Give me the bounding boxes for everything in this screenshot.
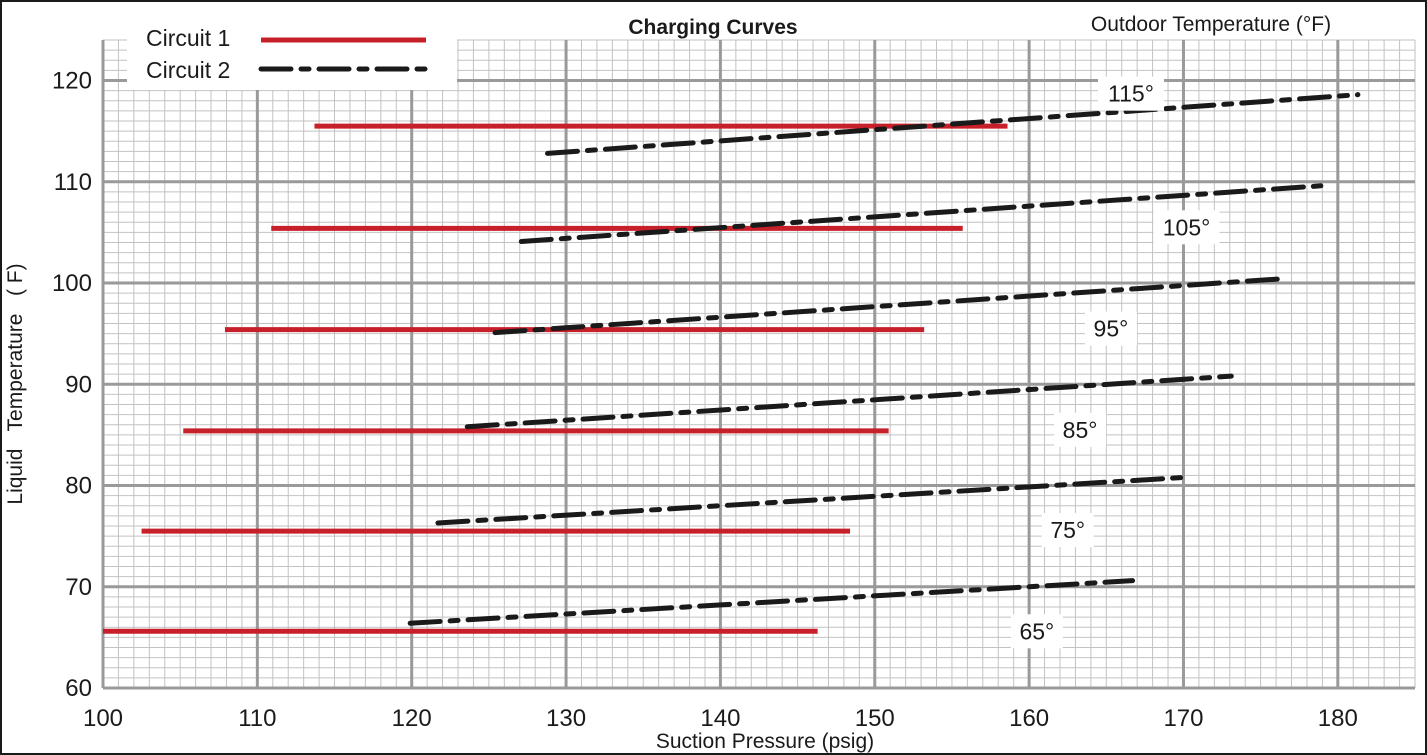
temperature-annotation: 95° — [1094, 316, 1129, 342]
series-line-circuit-2-75 — [435, 474, 1188, 526]
x-tick-label: 180 — [1318, 705, 1358, 732]
y-tick-label: 100 — [52, 270, 92, 297]
annotation-backing — [1010, 614, 1063, 649]
temperature-annotation: 85° — [1063, 417, 1098, 443]
annotation-backing — [1097, 76, 1164, 111]
legend-box — [127, 14, 457, 90]
x-tick-label: 120 — [392, 705, 432, 732]
series-line-circuit-2-115 — [545, 92, 1361, 156]
minor-gridlines — [103, 39, 1416, 688]
major-gridlines — [101, 40, 1415, 690]
annotation-backing — [1084, 311, 1137, 346]
annotation-backing — [1041, 513, 1094, 548]
x-tick-label: 130 — [546, 705, 586, 732]
legend: Circuit 1 Circuit 2 — [127, 14, 457, 90]
tick-labels: 100 110 120 130 140 150 160 170 180 60 70 80 90 100 11… — [52, 68, 1358, 733]
x-axis-label: Suction Pressure (psig) — [656, 730, 874, 753]
series-line-circuit-2-95 — [492, 276, 1282, 336]
legend-title: Outdoor Temperature (°F) — [1091, 13, 1331, 36]
series-layer — [103, 92, 1361, 634]
series-line-circuit-2-85 — [464, 373, 1234, 430]
annotation-backing — [1153, 210, 1220, 245]
temperature-annotation: 105° — [1163, 214, 1211, 240]
temperature-annotation: 115° — [1108, 81, 1154, 107]
y-axis-label: Liquid Temperature ( F) — [4, 263, 27, 504]
annotation-layer: 65° 75° 85° 95° 105° 115° — [1010, 76, 1220, 649]
x-tick-label: 100 — [83, 705, 123, 732]
y-tick-label: 110 — [54, 169, 92, 196]
legend-label-circuit-1: Circuit 1 — [146, 25, 230, 51]
y-tick-label: 120 — [52, 68, 92, 95]
temperature-annotation: 75° — [1050, 517, 1085, 543]
annotation-backing — [1054, 412, 1107, 447]
x-tick-label: 170 — [1163, 705, 1203, 732]
series-line-circuit-2-65 — [407, 578, 1136, 626]
y-tick-label: 60 — [65, 675, 92, 702]
y-tick-label: 70 — [65, 574, 92, 601]
x-tick-label: 140 — [700, 705, 740, 732]
y-tick-label: 90 — [65, 371, 92, 398]
x-tick-label: 150 — [855, 705, 895, 732]
series-line-circuit-2-105 — [518, 183, 1324, 244]
legend-label-circuit-2: Circuit 2 — [146, 57, 230, 83]
x-tick-label: 110 — [238, 705, 276, 732]
x-tick-label: 160 — [1009, 705, 1049, 732]
chart-title: Charging Curves — [628, 16, 797, 39]
y-tick-label: 80 — [65, 473, 92, 500]
temperature-annotation: 65° — [1019, 618, 1054, 644]
